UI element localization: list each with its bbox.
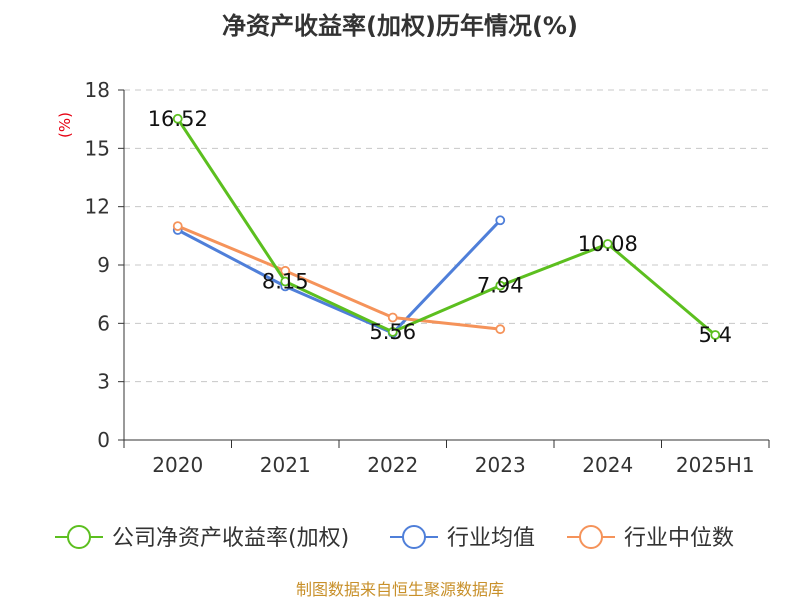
y-tick-label: 15 xyxy=(85,136,110,160)
data-point[interactable] xyxy=(280,265,291,276)
data-point[interactable] xyxy=(710,330,721,340)
data-point[interactable] xyxy=(280,276,291,287)
data-point[interactable] xyxy=(495,280,506,291)
legend-label[interactable]: 行业中位数 xyxy=(624,526,734,551)
y-axis-label: (%) xyxy=(56,112,74,138)
y-tick-label: 6 xyxy=(97,311,110,335)
legend-marker[interactable] xyxy=(67,525,91,549)
data-label: 5.4 xyxy=(699,323,732,347)
source-note: 制图数据来自恒生聚源数据库 xyxy=(296,580,504,599)
y-tick-label: 18 xyxy=(85,78,110,102)
series-line xyxy=(176,117,717,337)
data-point[interactable] xyxy=(172,113,183,124)
legend-label[interactable]: 公司净资产收益率(加权) xyxy=(112,526,349,551)
grid-lines xyxy=(124,89,769,383)
data-label: 8.15 xyxy=(262,270,309,294)
data-label: 16.52 xyxy=(148,107,208,131)
chart-title: 净资产收益率(加权)历年情况(%) xyxy=(222,12,578,40)
data-labels: 16.52 8.15 5.56 7.94 10.08 5.4 xyxy=(148,107,732,347)
series-line xyxy=(177,224,501,331)
x-tick-label: 2023 xyxy=(475,453,526,477)
legend-label[interactable]: 行业均值 xyxy=(447,526,535,551)
data-label: 7.94 xyxy=(477,274,524,298)
legend-marker[interactable] xyxy=(579,525,603,549)
legend-marker[interactable] xyxy=(402,525,426,549)
x-tick-label: 2024 xyxy=(582,453,633,477)
series-line xyxy=(177,219,502,335)
y-tick-label: 12 xyxy=(85,195,110,219)
x-tick-label: 2022 xyxy=(367,453,418,477)
data-point[interactable] xyxy=(172,221,183,232)
y-tick-label: 0 xyxy=(97,428,110,452)
y-tick-label: 9 xyxy=(97,253,110,277)
data-point[interactable] xyxy=(495,324,506,335)
y-tick-label: 3 xyxy=(97,370,110,394)
data-point[interactable] xyxy=(387,326,398,337)
legend[interactable]: 公司净资产收益率(加权) 行业均值 行业中位数 xyxy=(55,525,734,551)
data-label: 10.08 xyxy=(578,232,638,256)
x-tick-label: 2025H1 xyxy=(676,453,755,477)
x-tick-label: 2020 xyxy=(152,453,203,477)
axes: 0 3 6 9 12 15 18 2020 2021 2022 2023 2024 2025H1 xyxy=(85,78,770,477)
data-point[interactable] xyxy=(602,239,613,249)
x-tick-label: 2021 xyxy=(260,453,311,477)
series-layer xyxy=(172,113,721,340)
data-label: 5.56 xyxy=(369,320,416,344)
data-point[interactable] xyxy=(387,312,398,323)
data-point[interactable] xyxy=(495,215,506,226)
